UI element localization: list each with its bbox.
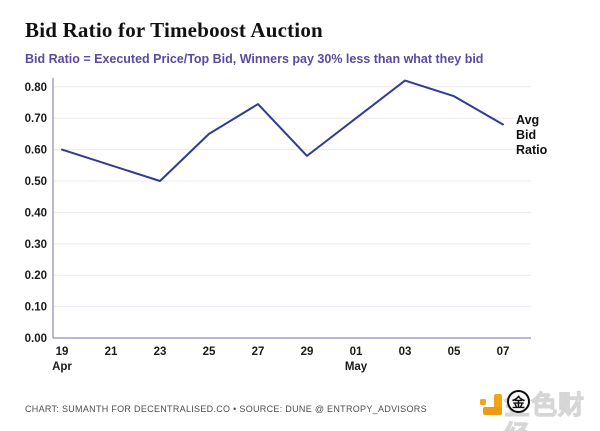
y-tick-label: 0.00 bbox=[25, 333, 47, 345]
x-tick-label: 25 bbox=[203, 346, 216, 358]
y-tick-label: 0.60 bbox=[25, 145, 47, 157]
x-tick-label: 29 bbox=[301, 346, 314, 358]
y-tick-label: 0.30 bbox=[25, 239, 47, 251]
y-tick-label: 0.70 bbox=[25, 113, 47, 125]
x-tick-label: 21 bbox=[105, 346, 118, 358]
y-tick-label: 0.50 bbox=[25, 176, 47, 188]
x-tick-label: 03 bbox=[399, 346, 412, 358]
chart-title: Bid Ratio for Timeboost Auction bbox=[25, 18, 323, 42]
x-tick-label: 05 bbox=[448, 346, 461, 358]
y-tick-label: 0.10 bbox=[25, 302, 47, 314]
jinse-logo-icon bbox=[480, 394, 502, 415]
jinse-seal-emblem-icon: 金 bbox=[507, 390, 530, 413]
series-label-avg-bid-ratio: Avg Bid Ratio bbox=[516, 113, 548, 157]
logo-vertical-bar bbox=[494, 394, 502, 414]
seal-character: 金 bbox=[511, 395, 525, 410]
x-tick-label: 19 bbox=[56, 346, 69, 358]
logo-horizontal-bar bbox=[483, 407, 502, 415]
x-tick-label: 23 bbox=[154, 346, 167, 358]
x-tick-label: 01 bbox=[350, 346, 363, 358]
y-tick-label: 0.40 bbox=[25, 207, 47, 219]
footer-credit: CHART: SUMANTH FOR DECENTRALISED.CO • SO… bbox=[25, 404, 427, 414]
y-tick-label: 0.20 bbox=[25, 270, 47, 282]
chart-subtitle: Bid Ratio = Executed Price/Top Bid, Winn… bbox=[25, 52, 484, 66]
x-tick-label: 07 bbox=[497, 346, 510, 358]
x-axis-month-label: Apr bbox=[52, 361, 72, 373]
x-axis-month-label: May bbox=[345, 361, 368, 373]
y-tick-label: 0.80 bbox=[25, 82, 47, 94]
logo-square-block bbox=[480, 399, 486, 405]
x-tick-label: 27 bbox=[252, 346, 265, 358]
avg-bid-ratio-line bbox=[61, 79, 504, 182]
